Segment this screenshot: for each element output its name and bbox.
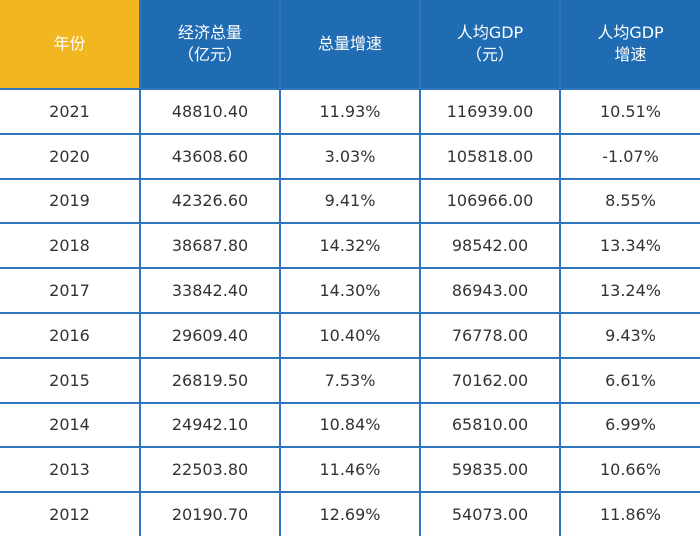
table-header: 年份 经济总量 （亿元） 总量增速 人均GDP （元） 人均GDP 增速	[0, 0, 700, 90]
table-cell: 106966.00	[419, 177, 561, 225]
table-row: 2012 20190.70 12.69% 54073.00 11.86%	[0, 491, 700, 536]
table-cell: 14.32%	[279, 222, 421, 270]
table-cell: 2021	[0, 88, 141, 135]
table-cell: 13.24%	[559, 267, 700, 314]
table-cell: 2014	[0, 401, 141, 449]
table-cell: 20190.70	[139, 491, 281, 536]
table-cell: 2012	[0, 491, 141, 536]
table-cell: 7.53%	[279, 356, 421, 404]
table-cell: 26819.50	[139, 356, 281, 404]
table-cell: 98542.00	[419, 222, 561, 270]
header-text: （元）	[465, 45, 514, 64]
table-cell: 38687.80	[139, 222, 281, 270]
table-cell: 6.61%	[559, 356, 700, 404]
table-cell: 13.34%	[559, 222, 700, 270]
table-cell: 42326.60	[139, 177, 281, 225]
table-cell: 10.84%	[279, 401, 421, 449]
header-cell: 年份	[0, 0, 141, 90]
table-row: 2018 38687.80 14.32% 98542.00 13.34%	[0, 222, 700, 270]
table-cell: 3.03%	[279, 132, 421, 180]
table-cell: 43608.60	[139, 132, 281, 180]
header-cell: 人均GDP （元）	[419, 0, 561, 90]
table-row: 2020 43608.60 3.03% 105818.00 -1.07%	[0, 132, 700, 180]
table-cell: -1.07%	[559, 132, 700, 180]
table-cell: 2019	[0, 177, 141, 225]
table-cell: 2015	[0, 356, 141, 404]
header-text: 年份	[53, 34, 86, 53]
table-cell: 105818.00	[419, 132, 561, 180]
table-cell: 86943.00	[419, 267, 561, 314]
table-cell: 9.43%	[559, 311, 700, 359]
table-cell: 2018	[0, 222, 141, 270]
header-text: 增速	[614, 45, 647, 64]
table-body: 2021 48810.40 11.93% 116939.00 10.51% 2020 436…	[0, 88, 700, 536]
table-row: 2013 22503.80 11.46% 59835.00 10.66%	[0, 446, 700, 494]
table-cell: 54073.00	[419, 491, 561, 536]
header-cell: 总量增速	[279, 0, 421, 90]
table-row: 2019 42326.60 9.41% 106966.00 8.55%	[0, 177, 700, 225]
header-text: 人均GDP	[597, 23, 664, 42]
table-cell: 14.30%	[279, 267, 421, 314]
table-cell: 11.93%	[279, 88, 421, 135]
table-row: 2014 24942.10 10.84% 65810.00 6.99%	[0, 401, 700, 449]
table-cell: 10.66%	[559, 446, 700, 494]
table-cell: 116939.00	[419, 88, 561, 135]
table-cell: 11.46%	[279, 446, 421, 494]
table-cell: 2013	[0, 446, 141, 494]
header-cell: 人均GDP 增速	[559, 0, 700, 90]
table-cell: 65810.00	[419, 401, 561, 449]
table-cell: 2020	[0, 132, 141, 180]
table-cell: 59835.00	[419, 446, 561, 494]
header-cell: 经济总量 （亿元）	[139, 0, 281, 90]
table-cell: 2016	[0, 311, 141, 359]
header-text: 总量增速	[317, 34, 382, 53]
table-cell: 8.55%	[559, 177, 700, 225]
table-cell: 29609.40	[139, 311, 281, 359]
table-cell: 11.86%	[559, 491, 700, 536]
table-row: 2017 33842.40 14.30% 86943.00 13.24%	[0, 267, 700, 314]
table-cell: 33842.40	[139, 267, 281, 314]
table-cell: 22503.80	[139, 446, 281, 494]
header-row: 年份 经济总量 （亿元） 总量增速 人均GDP （元） 人均GDP 增速	[0, 0, 700, 90]
table-cell: 10.40%	[279, 311, 421, 359]
table-cell: 76778.00	[419, 311, 561, 359]
table-row: 2015 26819.50 7.53% 70162.00 6.61%	[0, 356, 700, 404]
table-cell: 10.51%	[559, 88, 700, 135]
table-row: 2016 29609.40 10.40% 76778.00 9.43%	[0, 311, 700, 359]
table-row: 2021 48810.40 11.93% 116939.00 10.51%	[0, 88, 700, 135]
table-cell: 2017	[0, 267, 141, 314]
header-text: 人均GDP	[456, 23, 524, 42]
table-cell: 70162.00	[419, 356, 561, 404]
table-cell: 9.41%	[279, 177, 421, 225]
table-cell: 48810.40	[139, 88, 281, 135]
table-cell: 6.99%	[559, 401, 700, 449]
table-cell: 12.69%	[279, 491, 421, 536]
header-text: （亿元）	[177, 45, 242, 64]
table-cell: 24942.10	[139, 401, 281, 449]
header-text: 经济总量	[177, 23, 242, 42]
